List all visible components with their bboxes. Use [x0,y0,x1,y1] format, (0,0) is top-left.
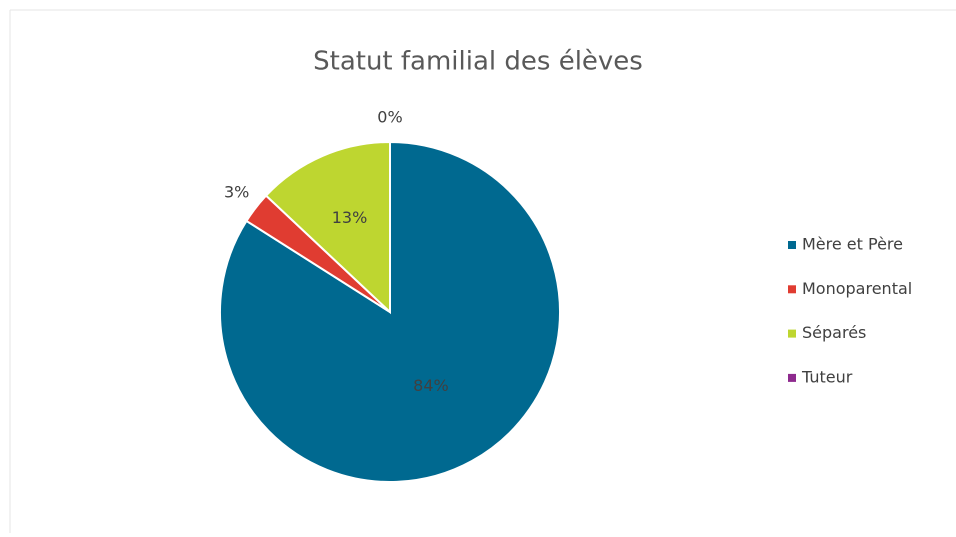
legend-swatch [788,329,796,338]
pie-slice [264,140,391,315]
legend-label: Tuteur [801,367,853,386]
legend-swatch [788,285,796,294]
data-label: 3% [224,183,249,202]
legend-label: Séparés [802,323,866,342]
data-label: 84% [413,376,449,395]
chart-title: Statut familial des élèves [313,47,643,77]
data-label: 13% [332,208,368,227]
pie-slice [219,140,561,483]
data-label: 0% [377,108,402,127]
legend-swatch [788,241,796,249]
legend-label: Monoparental [802,279,912,298]
legend-swatch [788,373,796,382]
legend-label: Mère et Père [802,235,903,254]
